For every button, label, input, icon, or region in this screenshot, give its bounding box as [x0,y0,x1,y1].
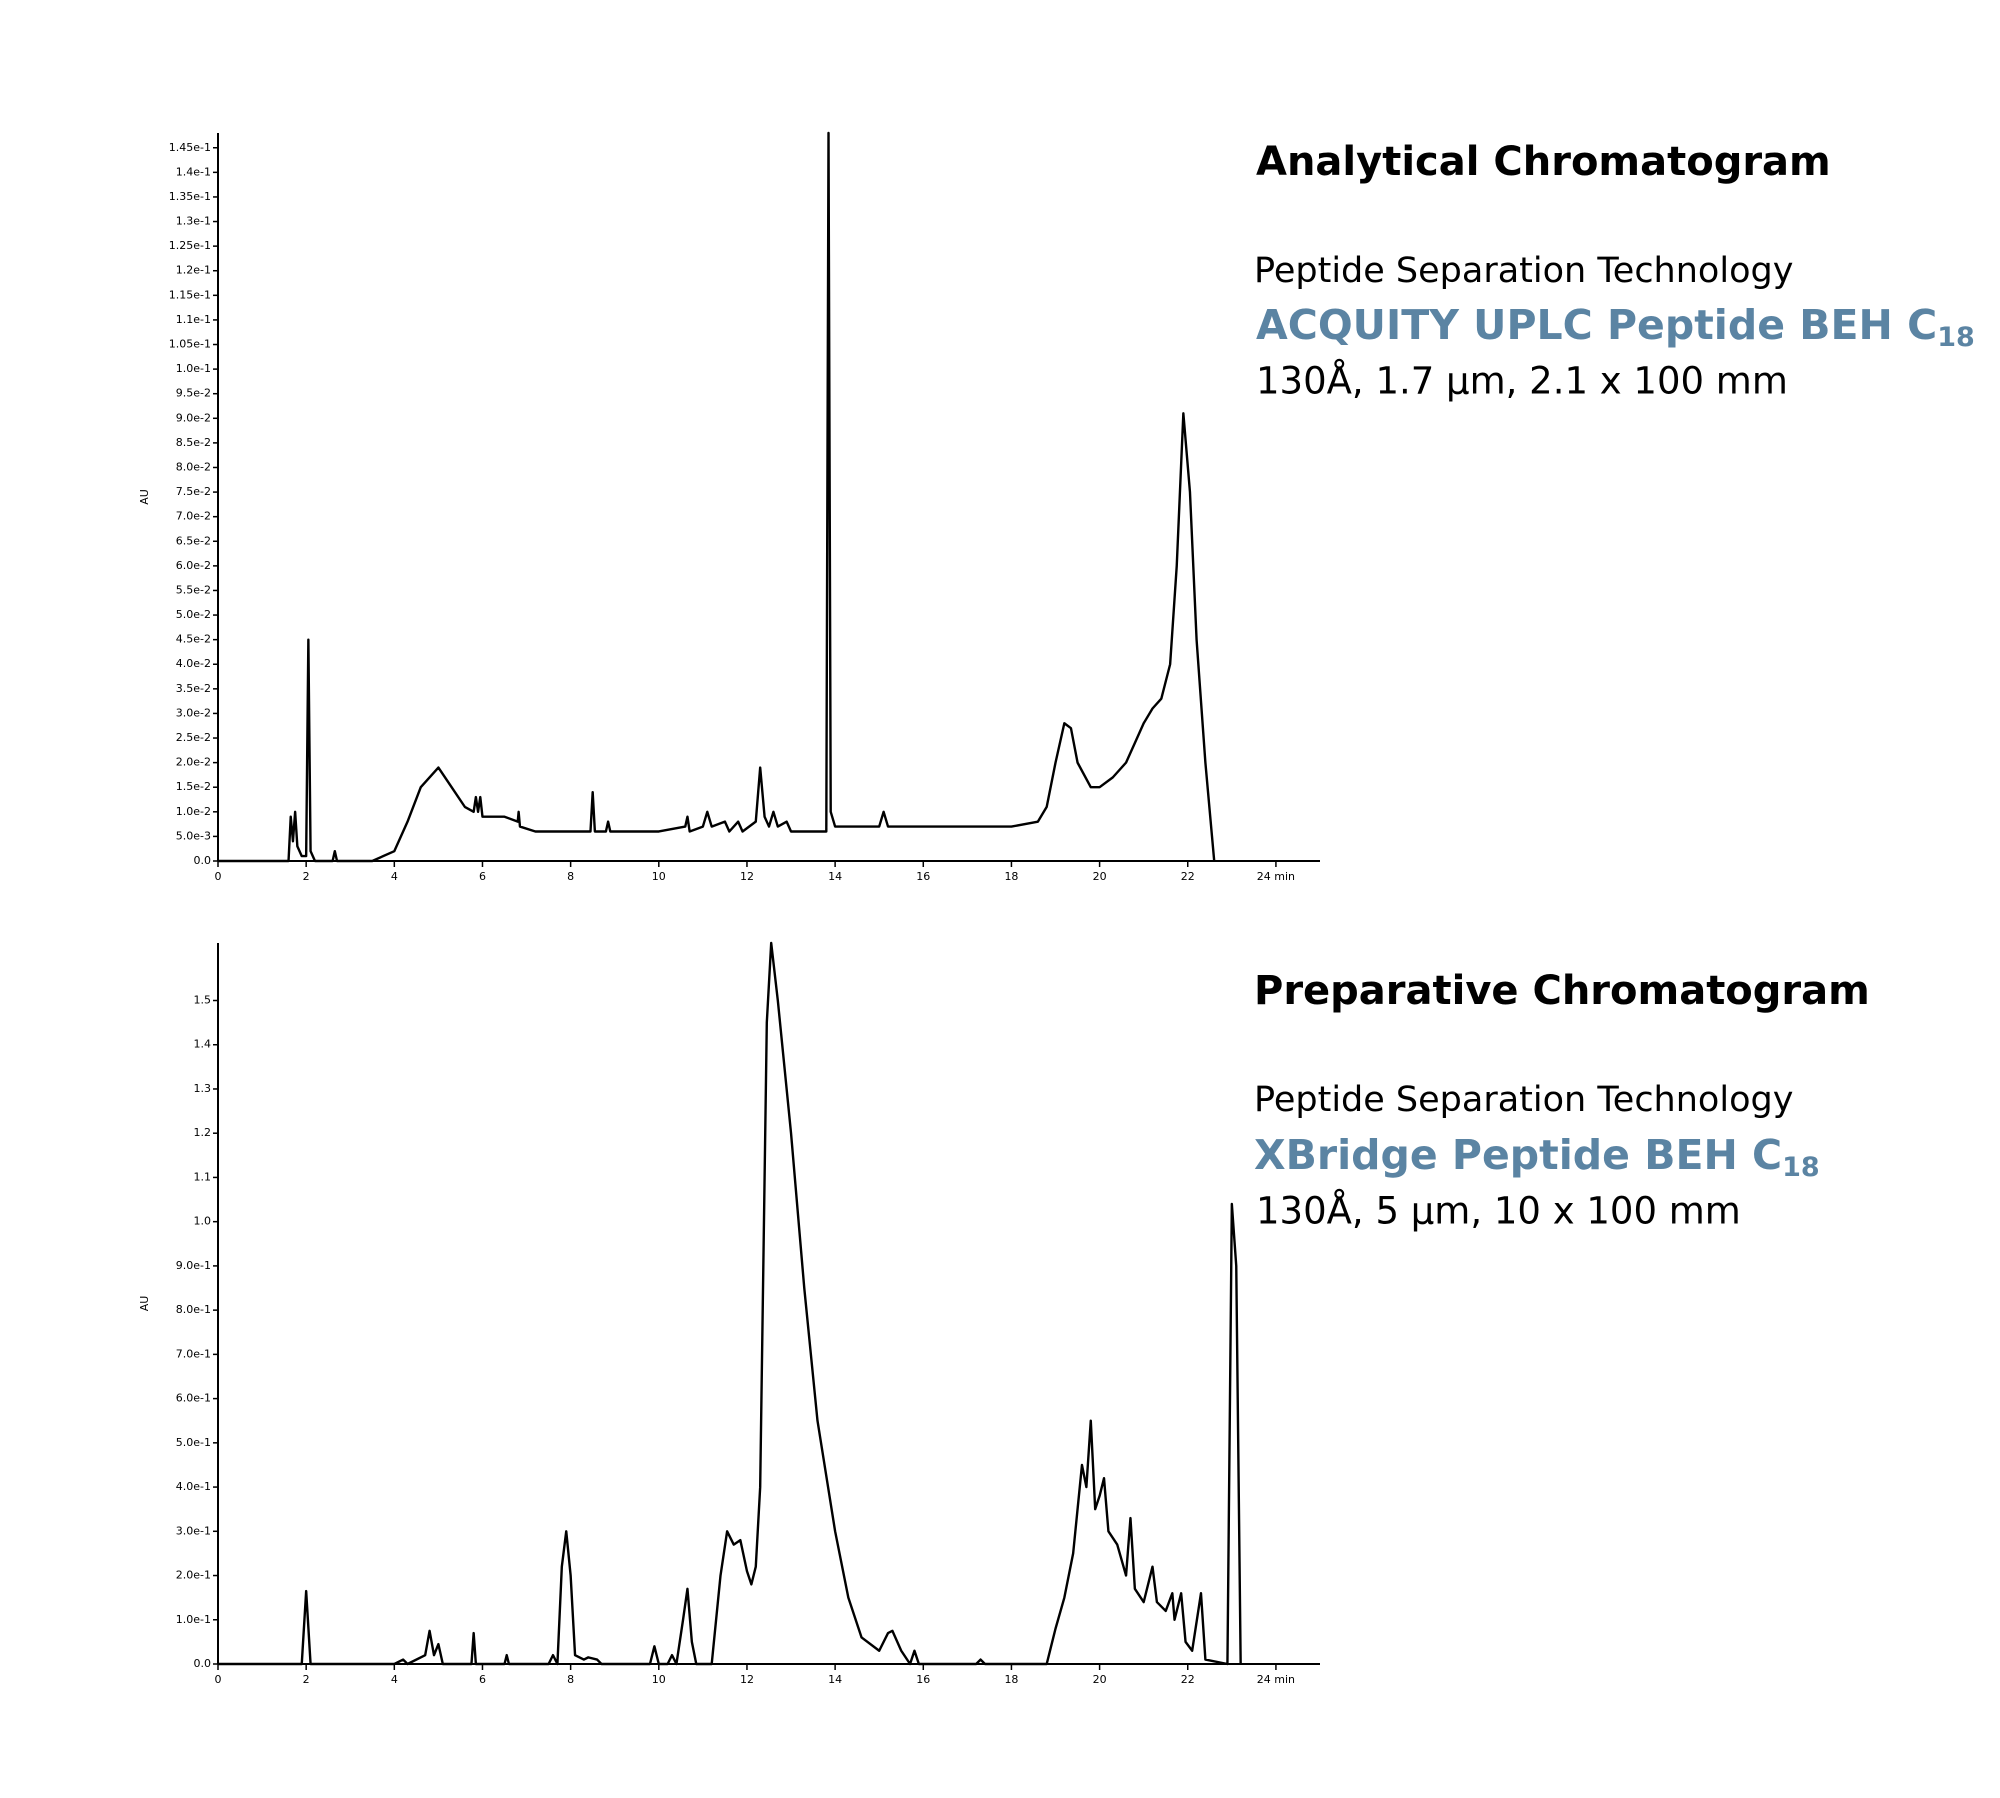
chart-title: Analytical Chromatogram [1256,139,1831,185]
y-tick-label: 5.0e-1 [176,1436,211,1449]
x-tick-label: 10 [652,1673,666,1686]
column-subscript: 18 [1782,1152,1820,1183]
y-tick-label: 9.5e-2 [176,387,211,400]
column-subscript: 18 [1937,322,1975,353]
y-tick-label: 5.0e-2 [176,608,211,621]
y-tick-label: 1.1e-1 [176,313,211,326]
x-tick-label: 4 [391,870,398,883]
y-tick-label: 1.0e-1 [176,1613,211,1626]
x-tick-label: 0 [215,1673,222,1686]
y-tick-label: 2.0e-1 [176,1569,211,1582]
y-tick-label: 1.4e-1 [176,165,211,178]
y-tick-label: 8.0e-2 [176,460,211,473]
y-tick-label: 1.2 [194,1126,212,1139]
y-tick-label: 1.3 [194,1082,212,1095]
column-name: XBridge Peptide BEH C18 [1254,1131,1820,1183]
y-tick-label: 1.05e-1 [169,338,211,351]
x-tick-label: 6 [479,870,486,883]
x-tick-label: 18 [1004,870,1018,883]
y-tick-label: 4.5e-2 [176,633,211,646]
y-tick-label: 1.35e-1 [169,190,211,203]
x-tick-label: 22 [1181,1673,1195,1686]
x-tick-label: 2 [303,1673,310,1686]
y-tick-label: 7.0e-1 [176,1347,211,1360]
x-tick-label: 2 [303,870,310,883]
y-tick-label: 4.0e-2 [176,657,211,670]
chromatogram-line [218,941,1242,1666]
x-tick-label: 12 [740,870,754,883]
x-tick-label: 14 [828,870,842,883]
x-tick-label: 12 [740,1673,754,1686]
x-tick-label: 6 [479,1673,486,1686]
y-tick-label: 1.0 [194,1215,212,1228]
y-tick-label: 7.0e-2 [176,510,211,523]
y-tick-label: 1.5e-2 [176,780,211,793]
y-tick-label: 1.5 [194,994,212,1007]
y-tick-label: 1.45e-1 [169,141,211,154]
y-tick-label: 3.0e-1 [176,1524,211,1537]
y-tick-label: 1.3e-1 [176,215,211,228]
y-tick-label: 7.5e-2 [176,485,211,498]
y-tick-label: 1.25e-1 [169,239,211,252]
y-tick-label: 4.0e-1 [176,1480,211,1493]
y-tick-label: 1.4 [194,1038,212,1051]
y-tick-label: 6.0e-1 [176,1392,211,1405]
y-tick-label: 1.15e-1 [169,288,211,301]
y-tick-label: 9.0e-1 [176,1259,211,1272]
y-tick-label: 6.5e-2 [176,534,211,547]
chart-title: Preparative Chromatogram [1254,968,1870,1014]
x-tick-label: 8 [567,870,574,883]
chromatogram-line [218,131,1216,863]
y-tick-label: 8.5e-2 [176,436,211,449]
x-tick-label: 16 [916,870,930,883]
y-tick-label: 1.1 [194,1170,212,1183]
x-tick-label: 24 min [1257,1673,1295,1686]
x-tick-label: 4 [391,1673,398,1686]
y-axis-label: AU [138,489,151,505]
y-tick-label: 0.0 [194,1657,212,1670]
x-tick-label: 16 [916,1673,930,1686]
y-tick-label: 3.5e-2 [176,682,211,695]
x-tick-label: 8 [567,1673,574,1686]
y-tick-label: 8.0e-1 [176,1303,211,1316]
subtitle: Peptide Separation Technology [1254,251,1793,291]
y-tick-label: 5.5e-2 [176,583,211,596]
y-tick-label: 5.0e-3 [176,829,211,842]
y-tick-label: 3.0e-2 [176,706,211,719]
x-tick-label: 22 [1181,870,1195,883]
x-tick-label: 0 [215,870,222,883]
y-tick-label: 1.0e-1 [176,362,211,375]
y-tick-label: 0.0 [194,854,212,867]
y-tick-label: 2.5e-2 [176,731,211,744]
x-tick-label: 10 [652,870,666,883]
column-specs: 130Å, 5 µm, 10 x 100 mm [1256,1189,1741,1233]
x-tick-label: 18 [1004,1673,1018,1686]
y-axis-label: AU [138,1296,151,1312]
x-tick-label: 20 [1093,870,1107,883]
y-tick-label: 2.0e-2 [176,756,211,769]
y-tick-label: 6.0e-2 [176,559,211,572]
column-specs: 130Å, 1.7 µm, 2.1 x 100 mm [1256,359,1788,403]
x-tick-label: 24 min [1257,870,1295,883]
subtitle: Peptide Separation Technology [1254,1080,1793,1120]
y-tick-label: 9.0e-2 [176,411,211,424]
column-name: ACQUITY UPLC Peptide BEH C18 [1256,301,1975,353]
y-tick-label: 1.0e-2 [176,805,211,818]
y-tick-label: 1.2e-1 [176,264,211,277]
column-text: XBridge Peptide BEH C [1254,1131,1782,1179]
x-tick-label: 14 [828,1673,842,1686]
column-text: ACQUITY UPLC Peptide BEH C [1256,301,1937,349]
x-tick-label: 20 [1093,1673,1107,1686]
